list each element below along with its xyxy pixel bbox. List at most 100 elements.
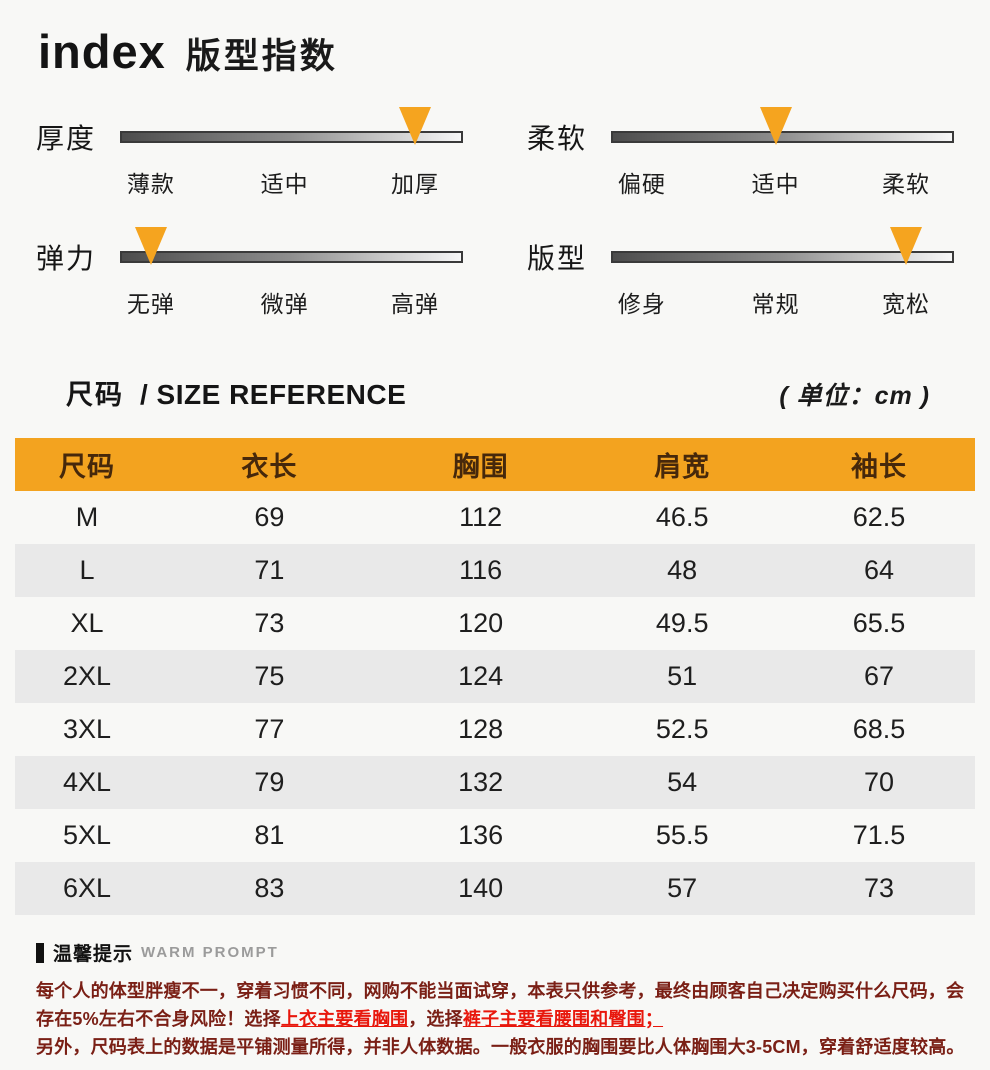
marker-triangle-icon bbox=[889, 227, 922, 265]
size-table-body: M 69 112 46.5 62.5 L 71 116 48 64 XL 73 120 49.5 65.5 2… bbox=[15, 491, 975, 915]
table-cell: 77 bbox=[254, 714, 285, 744]
table-cell: 5XL bbox=[62, 820, 112, 850]
table-row: 3XL 77 128 52.5 68.5 bbox=[15, 703, 975, 756]
table-cell: 52.5 bbox=[655, 714, 709, 744]
slider-level-label: 适中 bbox=[751, 171, 800, 197]
slider-level-label: 宽松 bbox=[881, 291, 930, 317]
size-heading-en: / SIZE REFERENCE bbox=[140, 379, 407, 410]
table-row: 4XL 79 132 54 70 bbox=[15, 756, 975, 809]
warm-prompt-section: 温馨提示 WARM PROMPT 每个人的体型胖瘦不一，穿着习惯不同，网购不能当… bbox=[36, 939, 965, 1061]
slider-level-label: 偏硬 bbox=[617, 171, 666, 197]
slider-level-label: 柔软 bbox=[881, 171, 930, 197]
table-cell: 128 bbox=[458, 714, 504, 744]
prompt-text: ，选择 bbox=[408, 1009, 463, 1029]
table-cell: 2XL bbox=[62, 661, 112, 691]
slider-level-label: 加厚 bbox=[390, 171, 439, 197]
table-cell: 4XL bbox=[62, 767, 112, 797]
slider-level-label: 高弹 bbox=[390, 291, 439, 317]
table-cell: 57 bbox=[667, 873, 698, 903]
table-row: L 71 116 48 64 bbox=[15, 544, 975, 597]
marker-triangle-icon bbox=[398, 107, 431, 145]
size-reference-heading: 尺码 / SIZE REFERENCE ( 单位：cm ) bbox=[36, 373, 954, 412]
slider-label: 版型 bbox=[527, 243, 588, 274]
table-cell: 69 bbox=[254, 502, 285, 532]
table-cell: 120 bbox=[458, 608, 504, 638]
slider-label: 柔软 bbox=[527, 123, 588, 154]
table-cell: 46.5 bbox=[655, 502, 709, 532]
slider-label: 厚度 bbox=[36, 123, 97, 154]
table-cell: 48 bbox=[667, 555, 698, 585]
warm-prompt-body: 每个人的体型胖瘦不一，穿着习惯不同，网购不能当面试穿，本表只供参考，最终由顾客自… bbox=[36, 977, 965, 1061]
table-cell: 6XL bbox=[62, 873, 112, 903]
warm-prompt-line2: 存在5%左右不合身风险！选择上衣主要看胸围，选择裤子主要看腰围和臀围； bbox=[36, 1005, 954, 1033]
warm-prompt-line1: 每个人的体型胖瘦不一，穿着习惯不同，网购不能当面试穿，本表只供参考，最终由顾客自… bbox=[36, 981, 965, 1001]
column-header: 胸围 bbox=[452, 452, 509, 482]
slider-track: 偏硬 适中 柔软 bbox=[611, 107, 954, 197]
slider-track: 无弹 微弹 高弹 bbox=[120, 227, 463, 317]
highlighted-text: 裤子主要看腰围和臀围； bbox=[462, 1009, 664, 1029]
marker-triangle-icon bbox=[759, 107, 792, 145]
title-bar-mark-icon bbox=[36, 942, 44, 963]
size-heading-zh: 尺码 bbox=[66, 380, 124, 410]
fit-index-title-zh: 版型指数 bbox=[185, 37, 338, 76]
column-header: 袖长 bbox=[850, 452, 907, 482]
slider-label: 弹力 bbox=[36, 243, 97, 274]
column-header: 肩宽 bbox=[654, 452, 711, 482]
size-table: 尺码 衣长 胸围 肩宽 袖长 M 69 112 46.5 62.5 L 71 116 48 64 XL 73 1… bbox=[15, 438, 975, 915]
table-cell: 54 bbox=[667, 767, 698, 797]
slider-track: 薄款 适中 加厚 bbox=[120, 107, 463, 197]
table-cell: L bbox=[79, 555, 95, 585]
warm-prompt-line3: 另外，尺码表上的数据是平铺测量所得，并非人体数据。一般衣服的胸围要比人体胸围大3… bbox=[36, 1037, 965, 1057]
table-cell: 73 bbox=[863, 873, 894, 903]
slider-level-label: 常规 bbox=[751, 291, 800, 317]
table-cell: 136 bbox=[458, 820, 504, 850]
slider-level-label: 薄款 bbox=[126, 171, 175, 197]
table-cell: 73 bbox=[254, 608, 285, 638]
table-cell: 140 bbox=[458, 873, 504, 903]
table-cell: 62.5 bbox=[852, 502, 906, 532]
fit-slider-1: 柔软 偏硬 适中 柔软 bbox=[527, 107, 954, 197]
fit-index-title-en: index bbox=[38, 25, 166, 78]
slider-bar bbox=[120, 251, 463, 263]
table-row: M 69 112 46.5 62.5 bbox=[15, 491, 975, 544]
size-unit-label: ( 单位：cm ) bbox=[779, 382, 930, 410]
prompt-text: 存在5%左右不合身风险！选择 bbox=[36, 1009, 281, 1029]
warm-prompt-title-zh: 温馨提示 bbox=[53, 944, 134, 965]
table-cell: 68.5 bbox=[852, 714, 906, 744]
fit-sliders: 厚度 薄款 适中 加厚 柔软 偏硬 适中 柔软 弹力 无弹 微弹 高弹 版型 修身 常规 宽松 bbox=[36, 107, 954, 317]
slider-bar bbox=[120, 131, 463, 143]
marker-triangle-icon bbox=[134, 227, 167, 265]
table-cell: 75 bbox=[254, 661, 285, 691]
column-header: 衣长 bbox=[241, 452, 298, 482]
table-cell: 70 bbox=[863, 767, 894, 797]
fit-slider-3: 版型 修身 常规 宽松 bbox=[527, 227, 954, 317]
table-cell: 112 bbox=[459, 502, 503, 532]
column-header: 尺码 bbox=[59, 452, 115, 482]
table-cell: 116 bbox=[459, 555, 503, 585]
slider-level-label: 适中 bbox=[260, 171, 309, 197]
table-cell: 71 bbox=[254, 555, 285, 585]
table-cell: 55.5 bbox=[655, 820, 709, 850]
table-cell: 49.5 bbox=[655, 608, 709, 638]
fit-slider-2: 弹力 无弹 微弹 高弹 bbox=[36, 227, 463, 317]
table-cell: 51 bbox=[667, 661, 698, 691]
warm-prompt-title-en: WARM PROMPT bbox=[141, 944, 279, 961]
table-cell: 65.5 bbox=[852, 608, 906, 638]
slider-level-label: 无弹 bbox=[126, 291, 175, 317]
table-cell: 79 bbox=[254, 767, 285, 797]
slider-track: 修身 常规 宽松 bbox=[611, 227, 954, 317]
table-cell: XL bbox=[70, 608, 104, 638]
fit-slider-0: 厚度薄款 适中 加厚 bbox=[36, 107, 463, 197]
warm-prompt-title: 温馨提示 WARM PROMPT bbox=[36, 939, 954, 966]
table-cell: 3XL bbox=[62, 714, 112, 744]
fit-index-title: index 版型指数 bbox=[36, 24, 954, 79]
highlighted-text: 上衣主要看胸围 bbox=[280, 1009, 409, 1029]
table-cell: 64 bbox=[863, 555, 894, 585]
table-cell: M bbox=[75, 502, 99, 532]
table-cell: 124 bbox=[458, 661, 504, 691]
table-row: 6XL 83 140 57 73 bbox=[15, 862, 975, 915]
table-cell: 67 bbox=[863, 661, 894, 691]
table-cell: 132 bbox=[458, 767, 504, 797]
table-row: 2XL 75 124 51 67 bbox=[15, 650, 975, 703]
table-row: XL 73 120 49.5 65.5 bbox=[15, 597, 975, 650]
